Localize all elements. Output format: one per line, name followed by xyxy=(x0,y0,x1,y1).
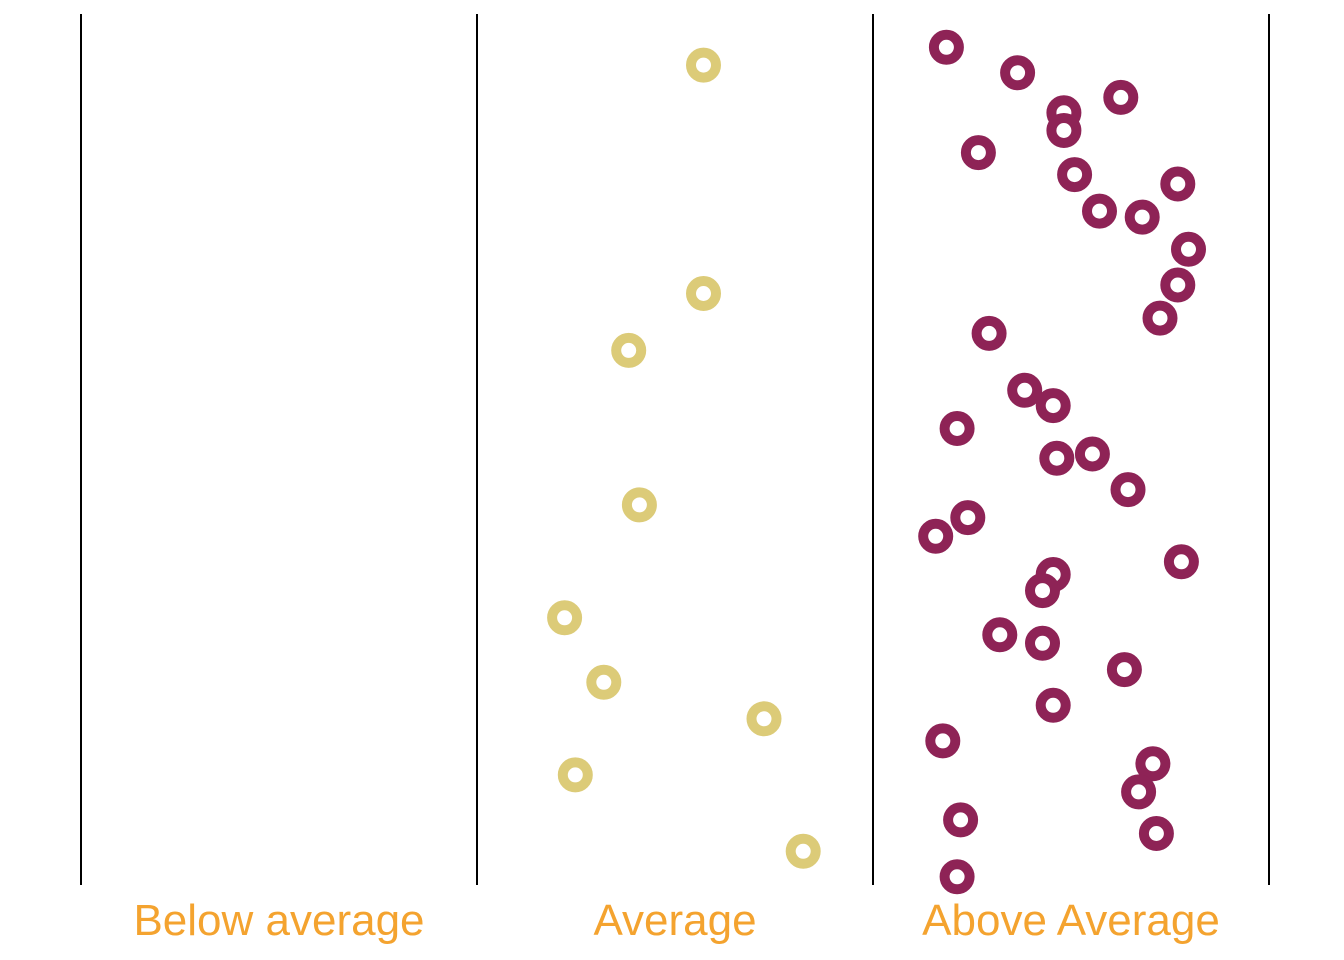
category-label-above-average: Above Average xyxy=(922,896,1220,945)
data-point-above-average xyxy=(925,723,961,759)
data-point-average xyxy=(611,332,647,368)
data-point-above-average xyxy=(1025,573,1060,609)
data-point-above-average xyxy=(1160,267,1196,303)
data-point-above-average xyxy=(1103,79,1139,115)
data-point-above-average xyxy=(1082,193,1117,229)
data-point-above-average xyxy=(1000,55,1036,91)
data-point-above-average xyxy=(1106,652,1142,688)
data-point-above-average xyxy=(1035,687,1071,723)
data-point-above-average xyxy=(950,500,986,536)
data-point-average xyxy=(686,47,721,83)
data-point-above-average xyxy=(982,617,1018,653)
data-point-above-average xyxy=(943,802,979,838)
category-label-below-average: Below average xyxy=(133,896,424,945)
data-point-above-average xyxy=(1135,746,1171,782)
data-point-above-average xyxy=(1057,157,1093,193)
data-point-above-average xyxy=(939,859,975,895)
data-points xyxy=(547,29,1206,895)
data-point-above-average xyxy=(1138,816,1174,851)
data-point-average xyxy=(557,757,593,793)
data-point-above-average xyxy=(1121,774,1157,810)
data-point-above-average xyxy=(1007,372,1043,408)
data-point-above-average xyxy=(1142,300,1178,336)
data-point-above-average xyxy=(1124,199,1160,235)
data-point-above-average xyxy=(1171,231,1206,267)
data-point-above-average xyxy=(1160,166,1196,202)
data-point-average xyxy=(785,833,821,869)
data-point-above-average xyxy=(1039,440,1075,476)
data-point-above-average xyxy=(1074,436,1110,472)
data-point-above-average xyxy=(1035,388,1071,424)
panel-separators xyxy=(80,14,1270,885)
data-point-average xyxy=(547,600,583,636)
data-point-above-average xyxy=(918,518,954,554)
data-point-above-average xyxy=(1163,544,1199,580)
data-point-above-average xyxy=(928,29,964,65)
data-point-average xyxy=(686,276,721,311)
data-point-average xyxy=(621,487,657,523)
data-point-above-average xyxy=(1110,472,1146,508)
data-point-above-average xyxy=(960,135,996,171)
category-label-average: Average xyxy=(593,896,756,945)
data-point-above-average xyxy=(1025,625,1060,661)
data-point-average xyxy=(746,701,782,737)
data-point-above-average xyxy=(971,315,1007,351)
category-labels: Below average Average Above Average xyxy=(133,896,1219,945)
data-point-above-average xyxy=(1046,113,1082,148)
data-point-above-average xyxy=(939,411,975,446)
data-point-average xyxy=(586,664,622,700)
